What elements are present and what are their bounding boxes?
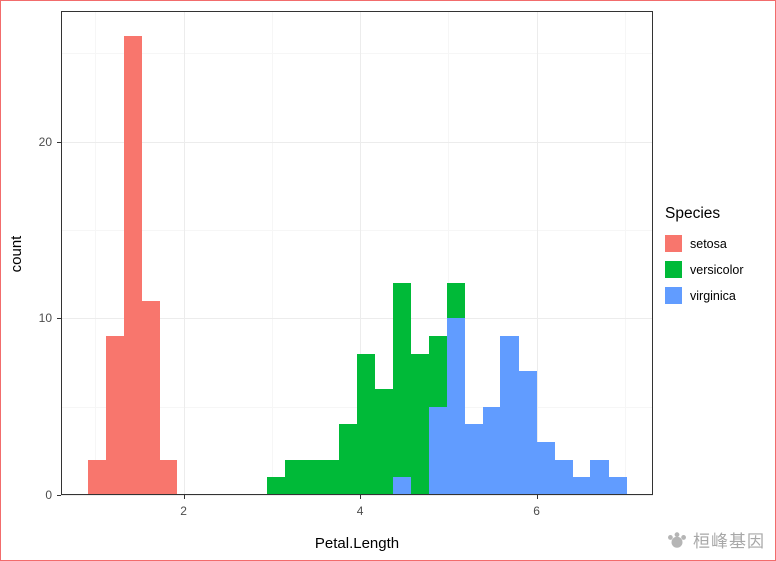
minor-gridline [448, 11, 450, 495]
hist-bar-segment-virginica [428, 406, 447, 495]
hist-bar-segment-virginica [465, 424, 483, 495]
hist-bar-segment-versicolor [285, 459, 304, 495]
major-gridline [536, 11, 538, 495]
hist-bar-segment-virginica [392, 477, 412, 495]
hist-bar-segment-virginica [572, 477, 591, 495]
major-gridline [61, 318, 653, 320]
minor-gridline [271, 11, 273, 495]
legend-item-versicolor: versicolor [665, 261, 775, 278]
hist-bar-segment-virginica [518, 371, 537, 495]
legend-item-label: versicolor [690, 262, 744, 277]
hist-bar-segment-versicolor [267, 477, 286, 495]
minor-gridline [624, 11, 626, 495]
legend-item-setosa: setosa [665, 235, 775, 252]
hist-bar-segment-setosa [123, 35, 143, 495]
legend-item-virginica: virginica [665, 287, 775, 304]
hist-bar-segment-versicolor [411, 353, 429, 495]
hist-bar-segment-setosa [159, 459, 178, 495]
hist-bar-segment-versicolor [303, 459, 322, 495]
hist-bar-segment-virginica [555, 459, 573, 495]
hist-bar-segment-versicolor [357, 353, 376, 495]
hist-bar-segment-virginica [590, 459, 609, 495]
watermark-text: 桓峰基因 [693, 532, 765, 551]
major-gridline [61, 495, 653, 496]
y-axis-title: count [8, 235, 25, 273]
minor-gridline [61, 53, 653, 55]
y-tick-label: 0 [45, 488, 52, 502]
hist-bar-segment-versicolor [375, 389, 393, 495]
hist-bar-segment-virginica [482, 406, 501, 495]
hist-bar-segment-virginica [536, 442, 556, 495]
hist-bar-segment-setosa [142, 300, 160, 495]
hist-bar-segment-virginica [608, 477, 627, 495]
x-tick-label: 2 [180, 504, 187, 518]
y-tick-label: 10 [38, 311, 52, 326]
legend-key-swatch [665, 235, 682, 252]
paw-logo-icon [668, 531, 686, 548]
legend-item-label: virginica [690, 288, 736, 303]
hist-bar-segment-setosa [105, 336, 124, 495]
hist-bar-segment-versicolor [428, 336, 447, 407]
hist-bar-segment-versicolor [321, 459, 339, 495]
major-gridline [360, 11, 362, 495]
x-axis-title: Petal.Length [314, 535, 400, 552]
minor-gridline [61, 406, 653, 408]
x-tick-label: 6 [533, 504, 540, 518]
major-gridline [183, 11, 185, 495]
legend-title: Species [665, 205, 721, 222]
x-tick-mark [536, 495, 538, 499]
minor-gridline [61, 230, 653, 232]
x-tick-label: 4 [356, 504, 364, 518]
legend-key-swatch [665, 261, 682, 278]
plot-panel [61, 11, 653, 496]
hist-bar-segment-versicolor [338, 424, 358, 495]
y-tick-mark [57, 495, 61, 496]
legend-items: setosa versicolor virginica [665, 235, 775, 304]
hist-bar-segment-virginica [500, 336, 519, 495]
hist-bar-segment-versicolor [392, 283, 412, 478]
hist-bar-segment-setosa [88, 459, 106, 495]
legend: Species setosa versicolor virginica [665, 205, 775, 313]
y-tick-label: 20 [38, 134, 52, 149]
watermark: 桓峰基因 [666, 527, 765, 552]
y-tick-mark [57, 318, 61, 320]
y-tick-mark [57, 141, 61, 143]
major-gridline [61, 141, 653, 143]
hist-bar-segment-versicolor [446, 283, 466, 319]
x-tick-mark [183, 495, 185, 499]
hist-bar-segment-virginica [446, 318, 466, 495]
legend-key-swatch [665, 287, 682, 304]
legend-item-label: setosa [690, 236, 727, 251]
x-tick-mark [360, 495, 362, 499]
minor-gridline [95, 11, 97, 495]
